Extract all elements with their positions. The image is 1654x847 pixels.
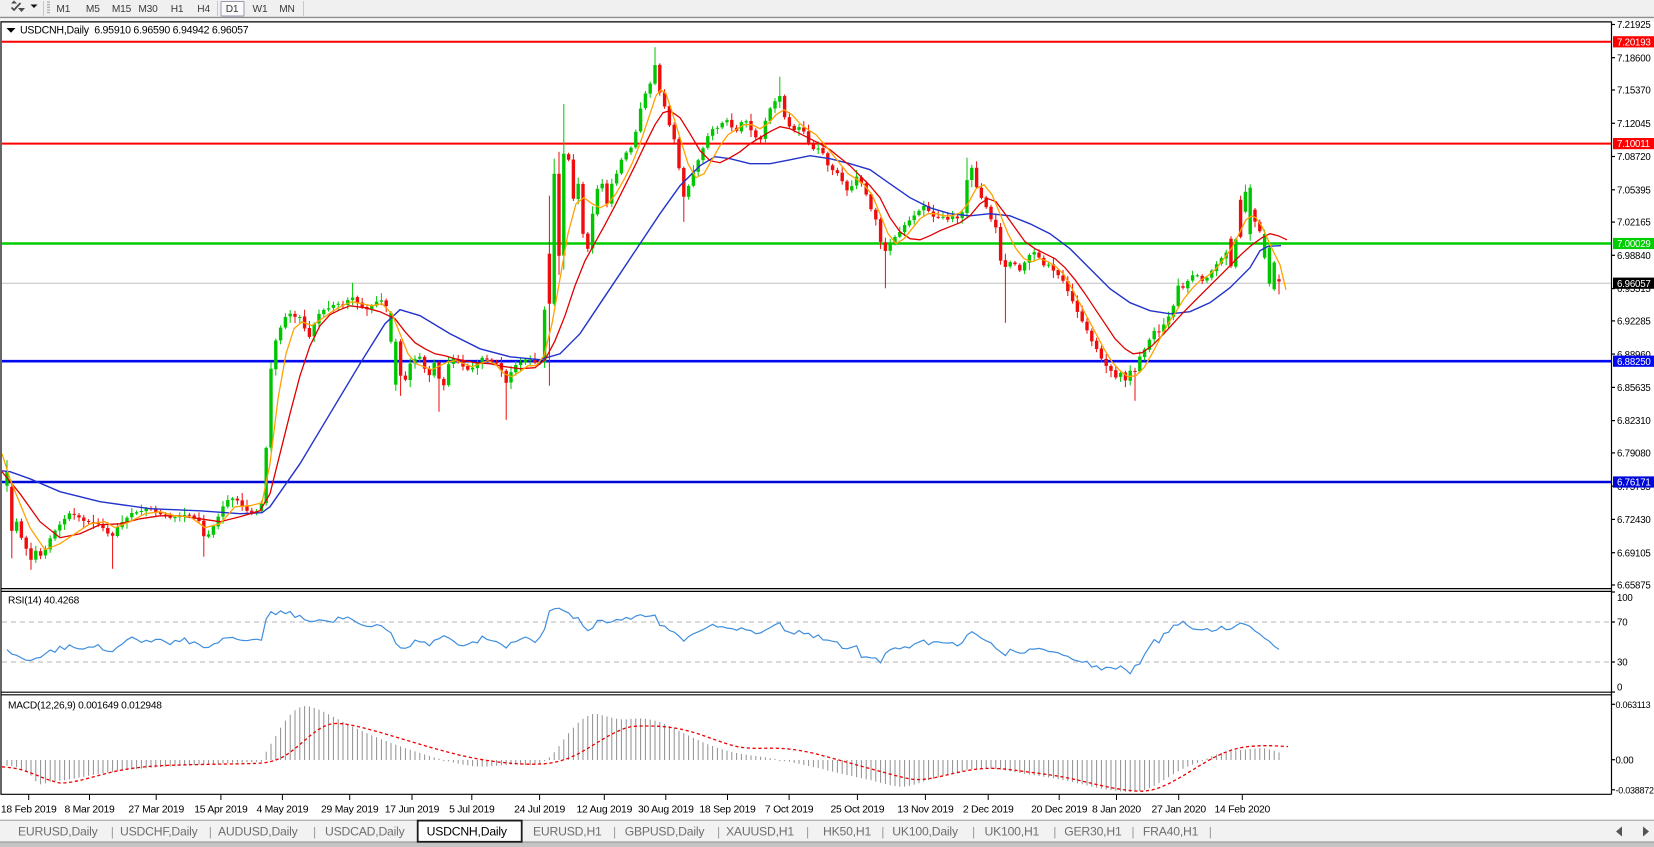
svg-text:6.88960: 6.88960 (1617, 350, 1651, 361)
svg-text:USDCNH,Daily: USDCNH,Daily (427, 824, 508, 838)
svg-text:0.063113: 0.063113 (1616, 700, 1651, 710)
svg-text:18 Feb 2019: 18 Feb 2019 (1, 804, 57, 815)
svg-text:UK100,H1: UK100,H1 (985, 824, 1040, 838)
svg-text:7.20193: 7.20193 (1617, 37, 1651, 48)
svg-text:29 May 2019: 29 May 2019 (321, 804, 379, 815)
svg-text:M1: M1 (56, 4, 70, 15)
svg-text:-0.038872: -0.038872 (1616, 785, 1654, 795)
svg-text:7 Oct 2019: 7 Oct 2019 (765, 804, 814, 815)
svg-text:|: | (209, 825, 212, 839)
svg-text:|: | (1131, 825, 1134, 839)
svg-text:30: 30 (1617, 658, 1628, 669)
svg-text:8 Jan 2020: 8 Jan 2020 (1092, 804, 1141, 815)
svg-text:6.65875: 6.65875 (1617, 581, 1651, 592)
svg-text:6.79080: 6.79080 (1617, 449, 1651, 460)
svg-text:|: | (1053, 825, 1056, 839)
svg-text:H4: H4 (197, 4, 210, 15)
svg-text:27 Jan 2020: 27 Jan 2020 (1151, 804, 1206, 815)
svg-text:7.18600: 7.18600 (1617, 53, 1651, 64)
svg-text:14 Feb 2020: 14 Feb 2020 (1214, 804, 1270, 815)
svg-text:AUDUSD,Daily: AUDUSD,Daily (218, 824, 299, 838)
svg-text:6.92285: 6.92285 (1617, 317, 1651, 328)
svg-text:RSI(14) 40.4268: RSI(14) 40.4268 (8, 596, 80, 607)
svg-text:6.69105: 6.69105 (1617, 548, 1651, 559)
svg-text:|: | (806, 825, 809, 839)
svg-text:13 Nov 2019: 13 Nov 2019 (897, 804, 954, 815)
svg-text:0: 0 (1617, 683, 1623, 694)
svg-text:USDCHF,Daily: USDCHF,Daily (120, 824, 199, 838)
svg-text:18 Sep 2019: 18 Sep 2019 (699, 804, 756, 815)
svg-text:15 Apr 2019: 15 Apr 2019 (194, 804, 248, 815)
svg-text:D1: D1 (226, 4, 239, 15)
svg-text:0.00: 0.00 (1616, 755, 1635, 766)
svg-text:100: 100 (1617, 593, 1633, 604)
svg-text:H1: H1 (171, 4, 184, 15)
svg-text:6.98840: 6.98840 (1617, 251, 1651, 262)
svg-text:HK50,H1: HK50,H1 (823, 824, 871, 838)
svg-text:|: | (972, 825, 975, 839)
svg-text:UK100,Daily: UK100,Daily (892, 824, 959, 838)
svg-text:7.08720: 7.08720 (1617, 152, 1651, 163)
svg-text:20 Dec 2019: 20 Dec 2019 (1031, 804, 1088, 815)
svg-text:EURUSD,H1: EURUSD,H1 (533, 824, 602, 838)
svg-text:17 Jun 2019: 17 Jun 2019 (385, 804, 440, 815)
svg-text:2 Dec 2019: 2 Dec 2019 (963, 804, 1014, 815)
svg-text:GBPUSD,Daily: GBPUSD,Daily (625, 824, 706, 838)
svg-text:6.72430: 6.72430 (1617, 515, 1651, 526)
svg-text:MACD(12,26,9) 0.001649 0.01294: MACD(12,26,9) 0.001649 0.012948 (8, 701, 162, 712)
svg-text:7.02165: 7.02165 (1617, 218, 1651, 229)
svg-text:USDCAD,Daily: USDCAD,Daily (325, 824, 406, 838)
svg-text:|: | (1209, 825, 1212, 839)
svg-text:|: | (111, 825, 114, 839)
svg-text:6.96057: 6.96057 (1617, 279, 1651, 290)
svg-text:7.00029: 7.00029 (1617, 239, 1651, 250)
svg-text:4 May 2019: 4 May 2019 (256, 804, 308, 815)
svg-text:12 Aug 2019: 12 Aug 2019 (576, 804, 632, 815)
svg-text:6.95515: 6.95515 (1617, 284, 1651, 295)
svg-text:27 Mar 2019: 27 Mar 2019 (128, 804, 184, 815)
svg-text:XAUUSD,H1: XAUUSD,H1 (726, 824, 794, 838)
svg-text:7.10011: 7.10011 (1617, 139, 1650, 150)
svg-text:M30: M30 (138, 4, 158, 15)
svg-text:25 Oct 2019: 25 Oct 2019 (830, 804, 884, 815)
svg-text:7.05395: 7.05395 (1617, 185, 1651, 196)
svg-text:M5: M5 (86, 4, 100, 15)
svg-text:6.76171: 6.76171 (1617, 478, 1651, 489)
svg-text:5 Jul 2019: 5 Jul 2019 (449, 804, 495, 815)
svg-text:W1: W1 (253, 4, 268, 15)
svg-text:7.15370: 7.15370 (1617, 86, 1651, 97)
svg-text:8 Mar 2019: 8 Mar 2019 (64, 804, 115, 815)
svg-text:USDCNH,Daily 6.95910 6.96590: USDCNH,Daily 6.95910 6.96590 6.94942 6.9… (20, 25, 249, 37)
svg-text:24 Jul 2019: 24 Jul 2019 (514, 804, 565, 815)
svg-text:|: | (881, 825, 884, 839)
svg-text:6.82310: 6.82310 (1617, 416, 1651, 427)
svg-text:MN: MN (279, 4, 294, 15)
svg-text:|: | (613, 825, 616, 839)
svg-text:EURUSD,Daily: EURUSD,Daily (18, 824, 99, 838)
svg-text:GER30,H1: GER30,H1 (1064, 824, 1122, 838)
svg-text:|: | (313, 825, 316, 839)
svg-text:7.12045: 7.12045 (1617, 119, 1651, 130)
svg-text:70: 70 (1617, 618, 1628, 629)
svg-text:30 Aug 2019: 30 Aug 2019 (638, 804, 694, 815)
svg-text:6.88250: 6.88250 (1617, 357, 1651, 368)
svg-text:M15: M15 (112, 4, 132, 15)
svg-text:6.85635: 6.85635 (1617, 383, 1651, 394)
svg-text:FRA40,H1: FRA40,H1 (1143, 824, 1199, 838)
svg-text:|: | (717, 825, 720, 839)
svg-text:7.21925: 7.21925 (1617, 20, 1651, 31)
